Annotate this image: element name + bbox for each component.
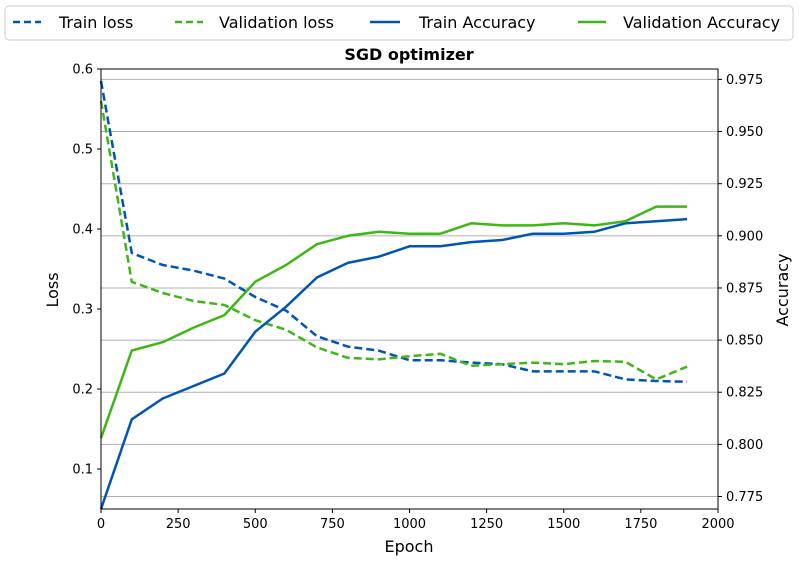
x-tick-label: 500 xyxy=(243,517,268,532)
y-right-tick-label: 0.975 xyxy=(726,73,763,88)
x-axis-label: Epoch xyxy=(385,537,434,556)
x-tick-label: 250 xyxy=(166,517,191,532)
y-axis-right-label: Accuracy xyxy=(773,253,792,326)
legend-label-train-loss: Train loss xyxy=(58,13,133,32)
y-left-tick-label: 0.1 xyxy=(72,463,93,478)
y-right-tick-label: 0.950 xyxy=(726,125,763,140)
x-tick-label: 750 xyxy=(320,517,345,532)
x-tick-label: 2000 xyxy=(701,517,734,532)
y-axis-left-label: Loss xyxy=(43,272,62,307)
y-right-tick-label: 0.825 xyxy=(726,386,763,401)
y-left-tick-label: 0.2 xyxy=(72,383,93,398)
y-left-tick-label: 0.4 xyxy=(72,223,93,238)
series-line-validation-loss xyxy=(99,100,688,381)
gridlines xyxy=(101,78,718,497)
series-line-train-accuracy xyxy=(99,217,688,510)
legend: Train loss Validation loss Train Accurac… xyxy=(4,5,794,41)
x-tick-label: 1000 xyxy=(393,517,426,532)
chart-title: SGD optimizer xyxy=(344,45,473,64)
x-tick-label: 0 xyxy=(97,517,105,532)
y-right-tick-label: 0.800 xyxy=(726,438,763,453)
y-left-tick-label: 0.5 xyxy=(72,143,93,158)
x-tick-label: 1750 xyxy=(624,517,657,532)
y-left-tick-label: 0.3 xyxy=(72,303,93,318)
series-line-validation-accuracy xyxy=(99,205,688,439)
y-axis-left: 0.1 0.2 0.3 0.4 0.5 0.6 xyxy=(72,63,101,478)
y-right-tick-label: 0.900 xyxy=(726,229,763,244)
y-right-tick-label: 0.925 xyxy=(726,177,763,192)
legend-label-validation-accuracy: Validation Accuracy xyxy=(623,13,780,32)
legend-label-train-accuracy: Train Accuracy xyxy=(418,13,536,32)
legend-label-validation-loss: Validation loss xyxy=(219,13,334,32)
y-left-tick-label: 0.6 xyxy=(72,63,93,78)
plot-frame xyxy=(100,68,719,510)
x-tick-label: 1500 xyxy=(547,517,580,532)
x-axis: 0 250 500 750 1000 1250 1500 1750 2000 xyxy=(97,509,735,532)
series-line-train-loss xyxy=(99,80,688,384)
y-right-tick-label: 0.875 xyxy=(726,281,763,296)
y-right-tick-label: 0.850 xyxy=(726,334,763,349)
series-group xyxy=(99,80,688,510)
x-tick-label: 1250 xyxy=(470,517,503,532)
y-axis-right: 0.775 0.800 0.825 0.850 0.875 0.900 0.925 0.950… xyxy=(718,73,763,505)
y-right-tick-label: 0.775 xyxy=(726,490,763,505)
